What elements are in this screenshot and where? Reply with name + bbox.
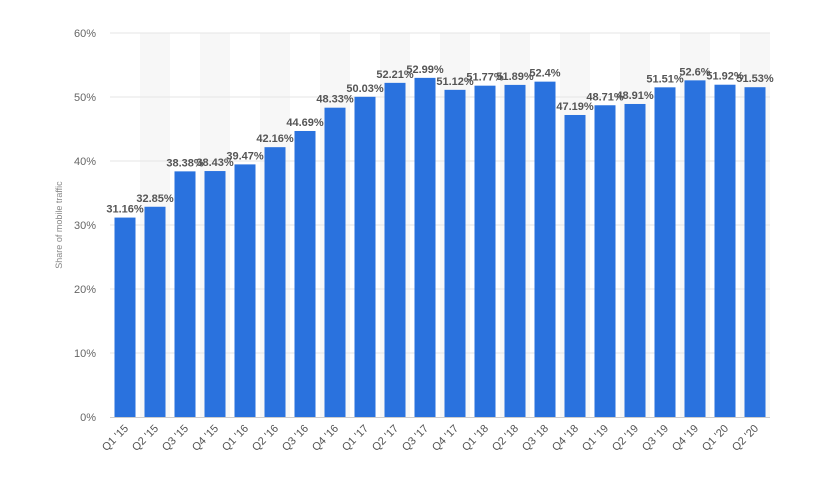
data-label: 51.51% — [646, 73, 684, 85]
bar[interactable] — [114, 217, 136, 417]
data-label: 52.6% — [679, 66, 710, 78]
x-tick-label: Q1 '20 — [700, 423, 731, 454]
x-tick-label: Q1 '16 — [220, 423, 251, 454]
data-label: 38.38% — [166, 157, 204, 169]
bar[interactable] — [504, 84, 526, 418]
bar[interactable] — [654, 87, 676, 417]
bar[interactable] — [354, 96, 376, 418]
data-label: 48.33% — [316, 94, 354, 106]
bar[interactable] — [144, 206, 166, 417]
x-tick-label: Q2 '15 — [130, 423, 161, 454]
bar[interactable] — [474, 85, 496, 417]
x-tick-label: Q3 '19 — [640, 423, 671, 454]
data-label: 31.16% — [106, 204, 144, 216]
x-tick-label: Q2 '17 — [370, 423, 401, 454]
x-tick-label: Q1 '18 — [460, 423, 491, 454]
y-tick-label: 60% — [74, 28, 96, 40]
data-label: 50.03% — [346, 83, 384, 95]
data-label: 51.53% — [736, 73, 774, 85]
x-tick-label: Q2 '19 — [610, 423, 641, 454]
data-label: 52.99% — [406, 64, 444, 76]
x-tick-label: Q4 '17 — [430, 423, 461, 454]
x-tick-label: Q2 '20 — [730, 423, 761, 454]
bar[interactable] — [234, 164, 256, 417]
x-tick-label: Q4 '18 — [550, 423, 581, 454]
bar[interactable] — [564, 114, 586, 417]
data-label: 48.91% — [616, 90, 654, 102]
y-tick-label: 30% — [74, 220, 96, 232]
bar[interactable] — [684, 80, 706, 418]
bar[interactable] — [414, 77, 436, 417]
x-tick-label: Q1 '19 — [580, 423, 611, 454]
data-label: 51.12% — [436, 76, 474, 88]
data-label: 52.4% — [529, 68, 560, 80]
bar[interactable] — [714, 84, 736, 417]
y-axis-ticks: 0% 10% 20% 30% 40% 50% 60% — [74, 28, 96, 424]
data-label: 48.71% — [586, 91, 624, 103]
bar[interactable] — [324, 107, 346, 418]
y-axis-title: Share of mobile traffic — [54, 181, 64, 269]
x-tick-label: Q2 '18 — [490, 423, 521, 454]
bar[interactable] — [624, 103, 646, 417]
bar[interactable] — [744, 87, 766, 417]
x-tick-label: Q4 '16 — [310, 423, 341, 454]
bar[interactable] — [384, 82, 406, 417]
data-label: 51.92% — [706, 71, 744, 83]
data-label: 39.47% — [226, 150, 264, 162]
x-tick-label: Q4 '15 — [190, 423, 221, 454]
bar[interactable] — [204, 171, 226, 417]
y-tick-label: 50% — [74, 92, 96, 104]
bar[interactable] — [534, 81, 556, 417]
y-tick-label: 10% — [74, 348, 96, 360]
x-tick-label: Q4 '19 — [670, 423, 701, 454]
x-tick-label: Q3 '17 — [400, 423, 431, 454]
x-tick-label: Q1 '15 — [100, 423, 131, 454]
data-labels: 31.16%32.85% 38.38%38.43%39.47% 42.16% 44.6… — [106, 64, 774, 216]
data-label: 44.69% — [286, 117, 324, 129]
bar[interactable] — [264, 147, 286, 417]
y-tick-label: 20% — [74, 284, 96, 296]
bars — [114, 77, 766, 418]
bar[interactable] — [174, 171, 196, 417]
x-tick-label: Q3 '16 — [280, 423, 311, 454]
data-label: 42.16% — [256, 133, 294, 145]
y-tick-label: 0% — [80, 412, 96, 424]
y-tick-label: 40% — [74, 156, 96, 168]
bar[interactable] — [594, 105, 616, 418]
bar[interactable] — [444, 89, 466, 417]
data-label: 51.89% — [496, 71, 534, 83]
x-tick-label: Q1 '17 — [340, 423, 371, 454]
data-label: 52.21% — [376, 69, 414, 81]
x-tick-label: Q3 '15 — [160, 423, 191, 454]
data-label: 38.43% — [196, 157, 234, 169]
data-label: 32.85% — [136, 193, 174, 205]
data-label: 51.77% — [466, 72, 504, 84]
data-label: 47.19% — [556, 101, 594, 113]
x-tick-label: Q3 '18 — [520, 423, 551, 454]
x-tick-label: Q2 '16 — [250, 423, 281, 454]
bar[interactable] — [294, 130, 316, 417]
